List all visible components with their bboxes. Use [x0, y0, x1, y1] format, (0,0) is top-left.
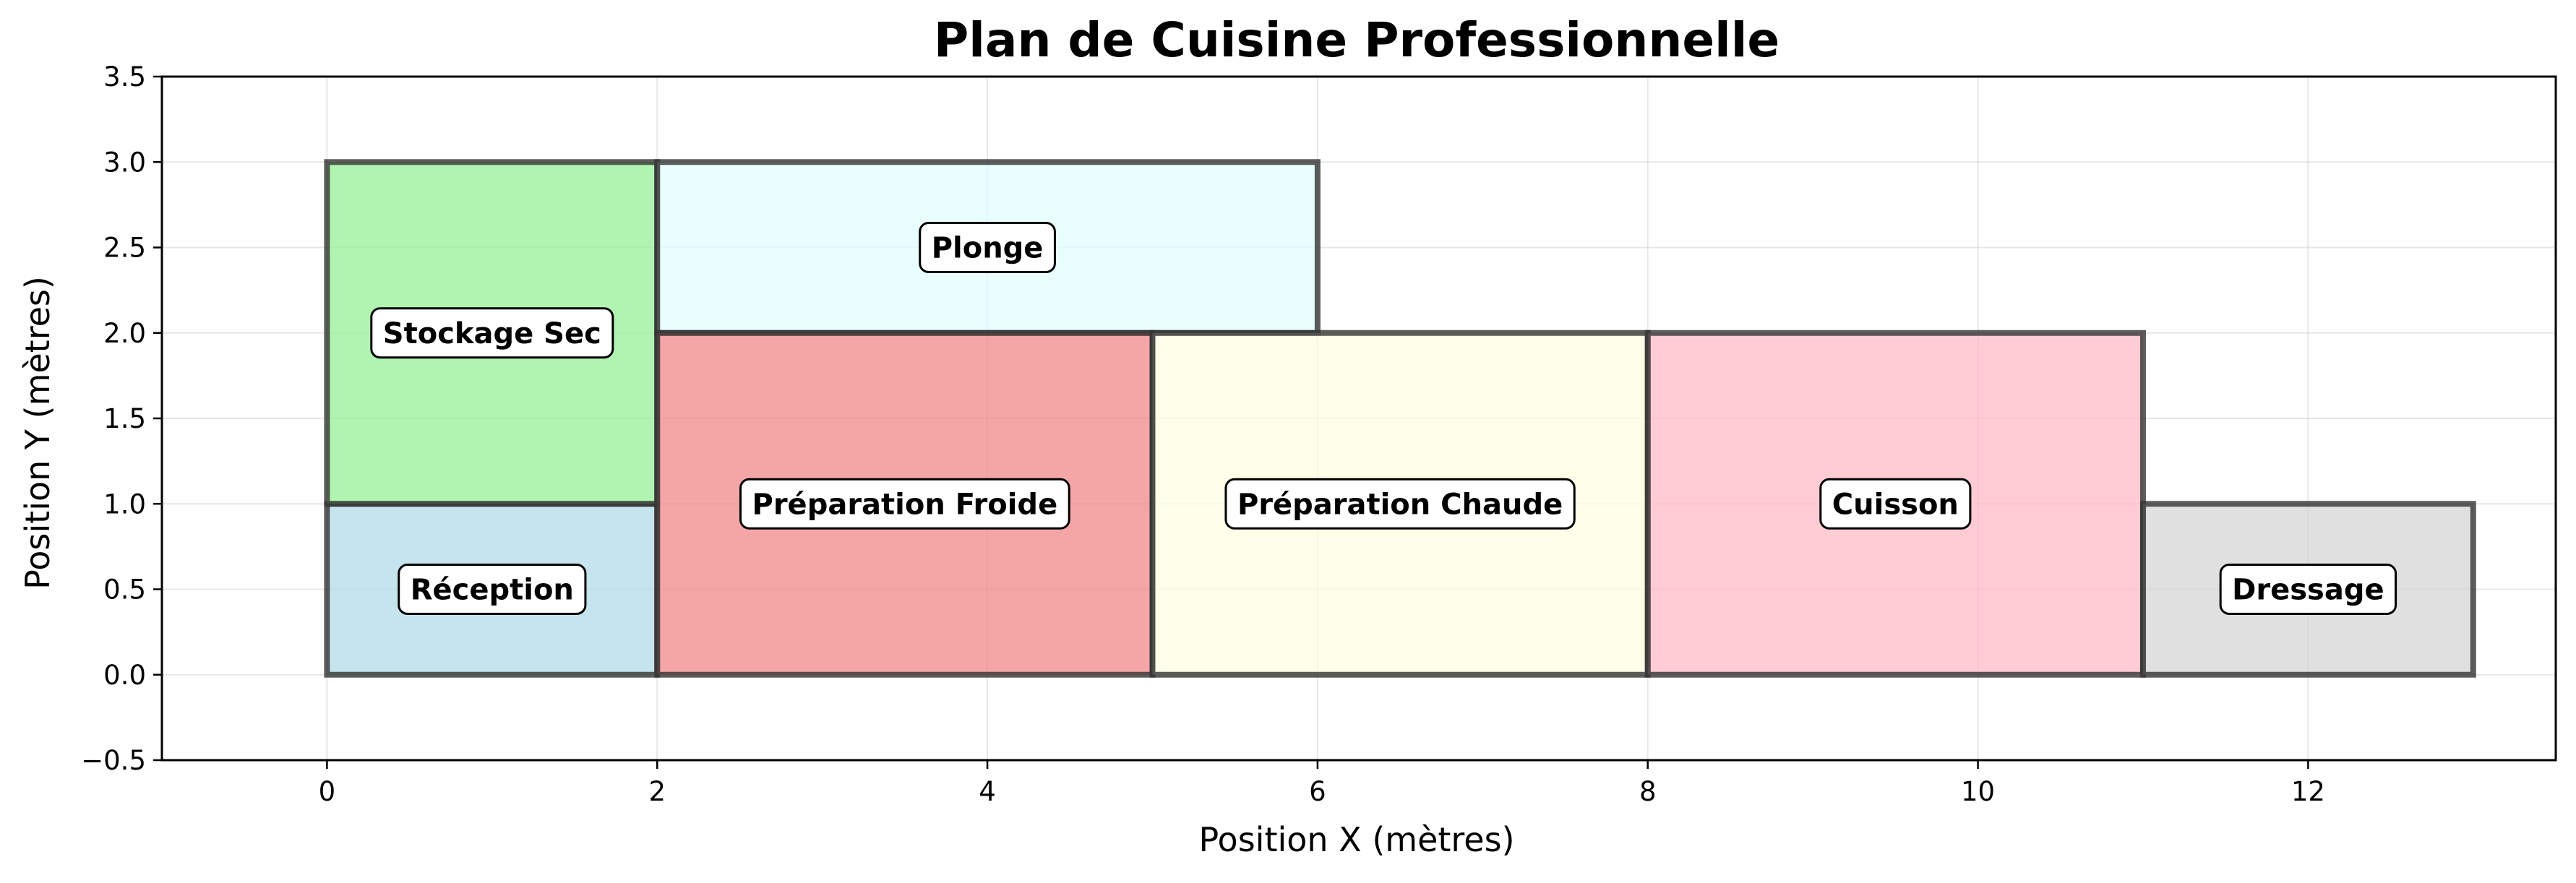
zone-label-box	[2219, 564, 2397, 615]
zone-label-box	[1224, 478, 1576, 530]
y-tick-label: 3.5	[103, 61, 146, 92]
x-tick-label: 0	[319, 776, 336, 807]
zone-labels: Réception Stockage Sec Plonge Préparation F…	[370, 222, 2397, 615]
axis-ticks: 0 2 4 6 8 10 12 −0.5 0.0 0.5 1.0 1.5 2.0 2.5 3.0 3.5	[81, 61, 2325, 807]
zone-label-box	[919, 222, 1056, 273]
y-tick-label: −0.5	[81, 745, 146, 776]
zone-label: Dressage	[2232, 574, 2384, 607]
zone-label: Préparation Chaude	[1237, 488, 1563, 521]
zone-label-group: Réception	[398, 564, 587, 615]
x-axis-label: Position X (mètres)	[1198, 820, 1514, 859]
y-tick-label: 2.0	[103, 318, 146, 349]
zone-label-box	[398, 564, 587, 615]
x-tick-label: 2	[648, 776, 666, 807]
zone-label-box	[1819, 478, 1972, 530]
y-tick-label: 0.0	[103, 660, 146, 691]
zone-label-group: Préparation Chaude	[1224, 478, 1576, 530]
chart-title: Plan de Cuisine Professionnelle	[934, 12, 1779, 68]
zone-label: Plonge	[932, 232, 1044, 265]
zone-label-group: Préparation Froide	[739, 478, 1070, 530]
zone-label: Cuisson	[1832, 488, 1959, 521]
zone-label: Préparation Froide	[752, 488, 1058, 521]
zone-label-group: Cuisson	[1819, 478, 1972, 530]
y-tick-label: 1.5	[103, 403, 146, 434]
zone-label-group: Plonge	[919, 222, 1056, 273]
zone-label-box	[370, 307, 614, 359]
zone-label-box	[739, 478, 1070, 530]
y-tick-label: 2.5	[103, 233, 146, 264]
zone-label-group: Stockage Sec	[370, 307, 614, 359]
y-tick-label: 3.0	[103, 147, 146, 178]
x-tick-label: 10	[1961, 776, 1995, 807]
x-tick-label: 12	[2291, 776, 2325, 807]
zone-label-group: Dressage	[2219, 564, 2397, 615]
x-tick-label: 6	[1309, 776, 1326, 807]
zone-label: Stockage Sec	[383, 317, 601, 350]
y-axis-label: Position Y (mètres)	[18, 276, 57, 590]
y-tick-label: 1.0	[103, 488, 146, 520]
zone-label: Réception	[411, 574, 574, 607]
y-tick-label: 0.5	[103, 574, 146, 606]
x-tick-label: 8	[1639, 776, 1657, 807]
x-tick-label: 4	[979, 776, 996, 807]
